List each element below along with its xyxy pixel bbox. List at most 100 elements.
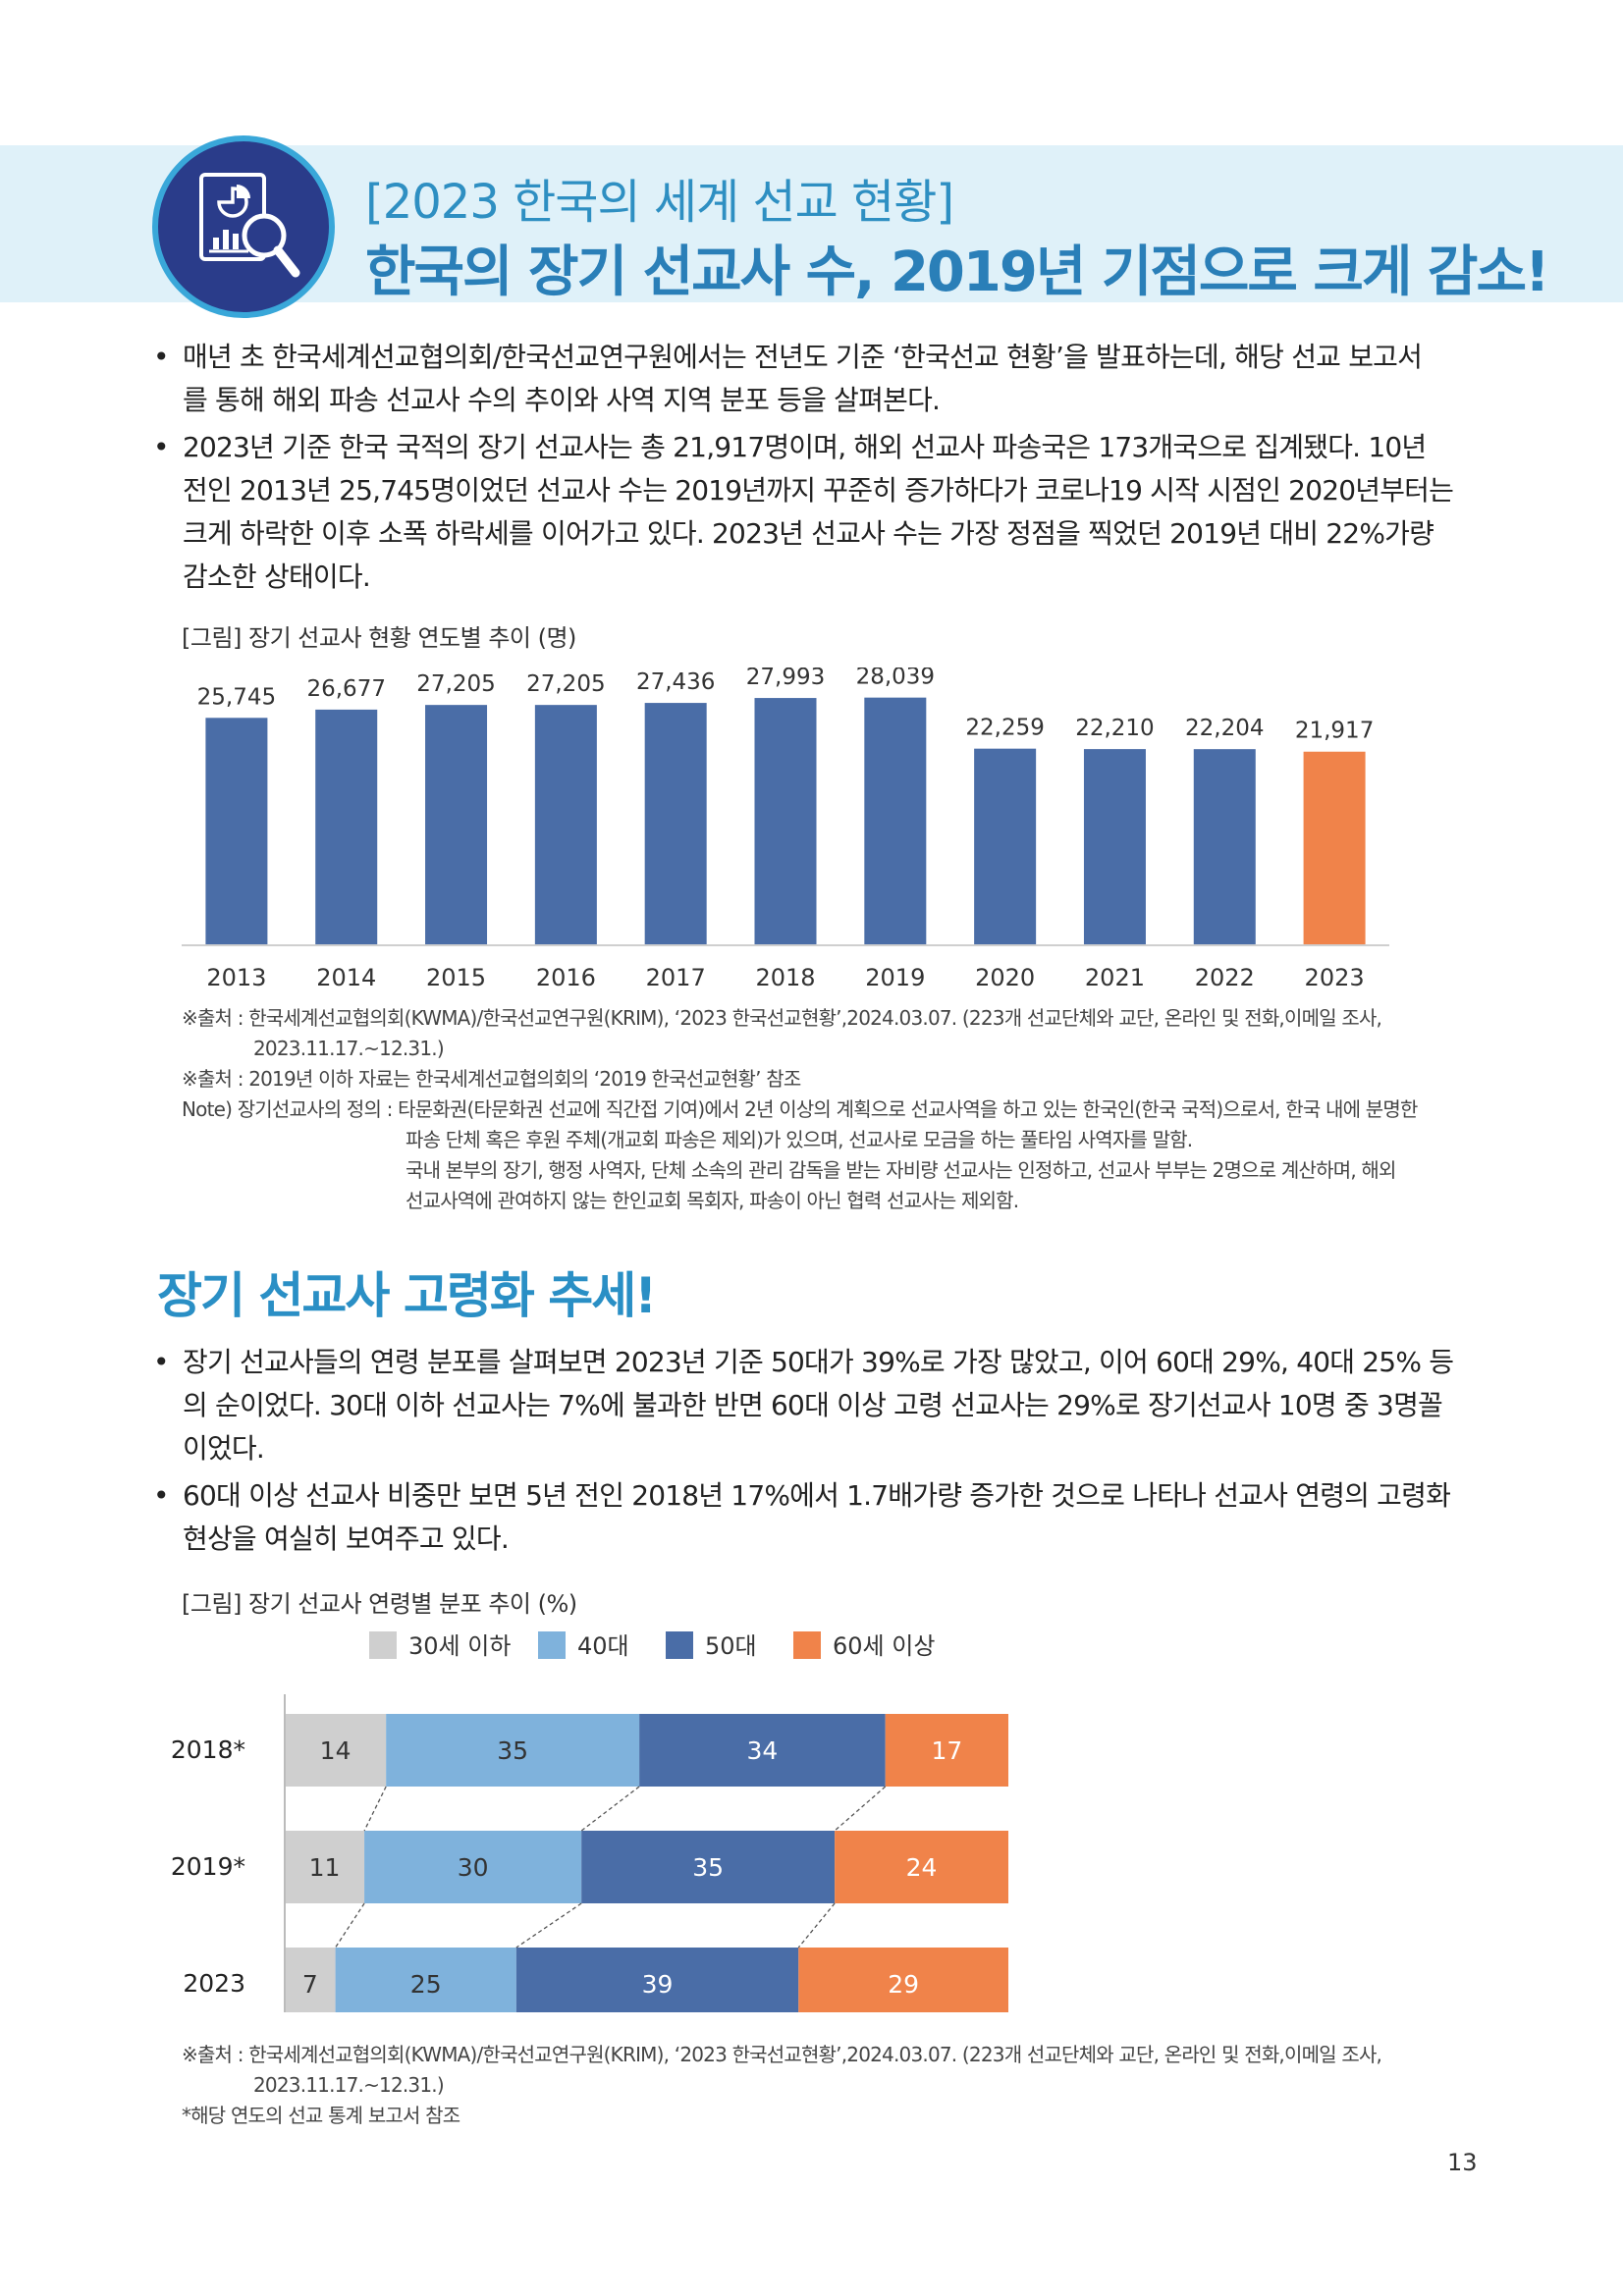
- category-label: 2018*: [171, 1735, 245, 1764]
- stacked-segment: [515, 1948, 799, 2012]
- bar-value-label: 21,917: [1295, 719, 1374, 744]
- stacked-segment: [835, 1831, 1008, 1903]
- paragraph-line: 2023년 기준 한국 국적의 장기 선교사는 총 21,917명이며, 해외 …: [183, 431, 1427, 463]
- bar-value-label: 27,205: [416, 671, 495, 697]
- segment-value-label: 7: [302, 1970, 318, 1999]
- age-distribution-stacked-chart: 30세 이하 40대 50대 60세 이상 2018* 14 35 34 17 2019* 11 30…: [171, 1631, 1008, 2012]
- stacked-segment: [581, 1831, 836, 1903]
- definition-note: 파송 단체 혹은 후원 주체(개교회 파송은 제외)가 있으며, 선교사로 모금…: [406, 1128, 1193, 1151]
- source-note: 2023.11.17.~12.31.): [253, 1037, 445, 1060]
- paragraph-line: 전인 2013년 25,745명이었던 선교사 수는 2019년까지 꾸준히 증…: [183, 474, 1454, 507]
- source-note: 2023.11.17.~12.31.): [253, 2073, 445, 2097]
- source-note: ※출처 : 한국세계선교협의회(KWMA)/한국선교연구원(KRIM), ‘20…: [182, 2043, 1382, 2066]
- x-tick-label: 2021: [1085, 964, 1145, 991]
- x-tick-label: 2019: [865, 964, 925, 991]
- stacked-segment: [285, 1831, 365, 1903]
- paragraph-line: 크게 하락한 이후 소폭 하락세를 이어가고 있다. 2023년 선교사 수는 …: [183, 517, 1434, 550]
- segment-value-label: 30: [458, 1853, 489, 1882]
- paragraph-line: 60대 이상 선교사 비중만 보면 5년 전인 2018년 17%에서 1.7배…: [183, 1479, 1451, 1512]
- paragraph-line: 현상을 여실히 보여주고 있다.: [183, 1522, 510, 1555]
- connector-line: [797, 1902, 836, 1949]
- paragraph-line: 를 통해 해외 파송 선교사 수의 추이와 사역 지역 분포 등을 살펴본다.: [183, 384, 941, 416]
- connector-line: [515, 1902, 582, 1949]
- section-title: 장기 선교사 고령화 추세!: [157, 1267, 657, 1324]
- stacked-segment: [285, 1948, 336, 2012]
- x-tick-label: 2015: [426, 964, 486, 991]
- segment-value-label: 35: [497, 1736, 528, 1765]
- paragraph-3: • 장기 선교사들의 연령 분포를 살펴보면 2023년 기준 50대가 39%…: [153, 1341, 1474, 1470]
- connector-line: [363, 1786, 387, 1832]
- segment-value-label: 29: [888, 1970, 919, 1999]
- bar: [1303, 751, 1366, 945]
- connector-line: [335, 1902, 365, 1949]
- stacked-segment: [335, 1948, 516, 2012]
- connector-line: [580, 1786, 640, 1832]
- legend-label: 30세 이하: [408, 1632, 511, 1660]
- segment-value-label: 35: [692, 1853, 724, 1882]
- segment-value-label: 17: [931, 1736, 962, 1765]
- bar: [974, 748, 1037, 945]
- definition-note: Note) 장기선교사의 정의 : 타문화권(타문화권 선교에 직간접 기여)에…: [182, 1097, 1418, 1121]
- stacked-segment: [386, 1714, 640, 1787]
- x-tick-label: 2017: [646, 964, 706, 991]
- header-title-line1: [2023 한국의 세계 선교 현황]: [365, 175, 954, 230]
- bar-value-label: 22,259: [965, 716, 1044, 741]
- x-tick-label: 2020: [975, 964, 1035, 991]
- page-number: 13: [1447, 2149, 1478, 2176]
- bullet: •: [153, 1479, 170, 1512]
- definition-note: 선교사역에 관여하지 않는 한인교회 목회자, 파송이 아닌 협력 선교사는 제…: [406, 1189, 1019, 1212]
- category-label: 2023: [183, 1969, 245, 1998]
- definition-note: 국내 본부의 장기, 행정 사역자, 단체 소속의 관리 감독을 받는 자비량 …: [406, 1158, 1396, 1182]
- segment-value-label: 11: [309, 1853, 341, 1882]
- segment-value-label: 39: [642, 1970, 674, 1999]
- figure-caption-1: [그림] 장기 선교사 현황 연도별 추이 (명): [182, 624, 576, 652]
- bar-value-label: 26,677: [306, 676, 385, 702]
- source-note: ※출처 : 한국세계선교협의회(KWMA)/한국선교연구원(KRIM), ‘20…: [182, 1006, 1382, 1030]
- connector-line: [834, 1786, 887, 1832]
- stacked-segment: [639, 1714, 886, 1787]
- bar-value-label: 27,205: [526, 671, 605, 697]
- source-note: *해당 연도의 선교 통계 보고서 참조: [182, 2104, 460, 2127]
- segment-value-label: 14: [320, 1736, 352, 1765]
- x-tick-label: 2016: [536, 964, 596, 991]
- bar: [754, 698, 817, 945]
- report-magnifier-icon: [152, 135, 335, 318]
- x-tick-label: 2013: [206, 964, 266, 991]
- legend-label: 40대: [577, 1632, 629, 1660]
- paragraph-line: 이었다.: [183, 1432, 265, 1465]
- bar-value-label: 28,039: [856, 667, 935, 690]
- legend-swatch: [369, 1631, 397, 1659]
- paragraph-1: • 매년 초 한국세계선교협의회/한국선교연구원에서는 전년도 기준 ‘한국선교…: [153, 336, 1474, 422]
- segment-value-label: 34: [747, 1736, 779, 1765]
- paragraph-line: 감소한 상태이다.: [183, 561, 371, 593]
- x-tick-label: 2023: [1305, 964, 1365, 991]
- missionary-count-bar-chart: 25,745 2013 26,677 2014 27,205 2015 27,205 2016…: [182, 667, 1389, 991]
- legend-swatch: [793, 1631, 821, 1659]
- paragraph-line: 의 순이었다. 30대 이하 선교사는 7%에 불과한 반면 60대 이상 고령…: [183, 1389, 1443, 1421]
- bar-value-label: 27,993: [746, 667, 825, 690]
- source-note: ※출처 : 2019년 이하 자료는 한국세계선교협의회의 ‘2019 한국선교…: [182, 1067, 801, 1091]
- x-tick-label: 2018: [755, 964, 815, 991]
- paragraph-line: 매년 초 한국세계선교협의회/한국선교연구원에서는 전년도 기준 ‘한국선교 현…: [183, 341, 1423, 373]
- bar: [425, 705, 488, 945]
- bar-value-label: 22,210: [1075, 716, 1154, 741]
- category-label: 2019*: [171, 1852, 245, 1881]
- segment-value-label: 25: [410, 1970, 442, 1999]
- x-tick-label: 2014: [316, 964, 376, 991]
- bar: [1083, 749, 1146, 945]
- bar-value-label: 25,745: [197, 684, 276, 710]
- bullet: •: [153, 1346, 170, 1378]
- bullet: •: [153, 341, 170, 373]
- paragraph-4: • 60대 이상 선교사 비중만 보면 5년 전인 2018년 17%에서 1.…: [153, 1474, 1474, 1561]
- segment-value-label: 24: [906, 1853, 938, 1882]
- stacked-segment: [364, 1831, 582, 1903]
- paragraph-2: • 2023년 기준 한국 국적의 장기 선교사는 총 21,917명이며, 해…: [153, 426, 1474, 599]
- bar: [864, 697, 927, 945]
- bar: [315, 709, 378, 945]
- bar: [205, 718, 268, 945]
- bar-value-label: 27,436: [636, 669, 715, 695]
- header-title-line2: 한국의 장기 선교사 수, 2019년 기점으로 크게 감소!: [365, 240, 1550, 304]
- bar-value-label: 22,204: [1185, 716, 1264, 741]
- figure-caption-2: [그림] 장기 선교사 연령별 분포 추이 (%): [182, 1590, 577, 1618]
- bar: [534, 705, 597, 945]
